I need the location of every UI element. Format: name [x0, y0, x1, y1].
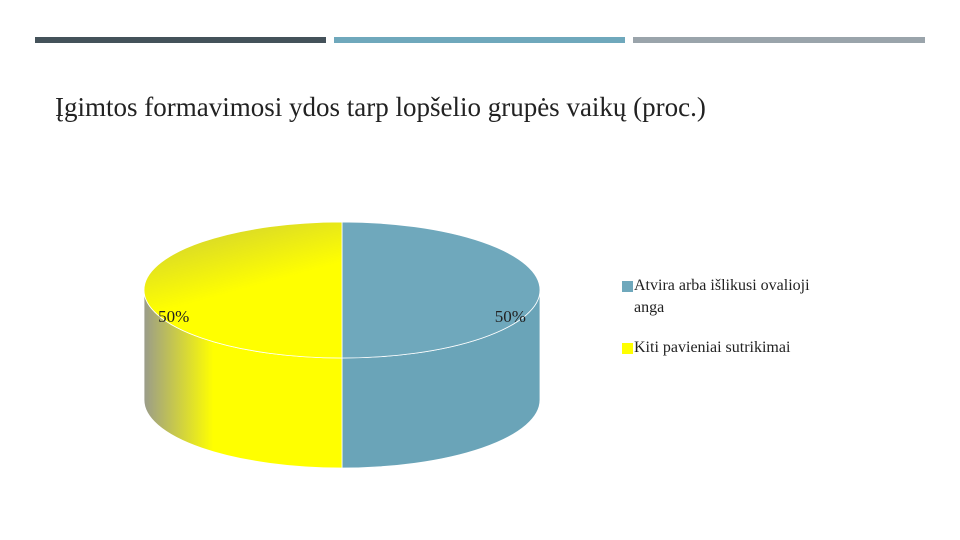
pie-slice [341, 221, 541, 359]
legend-swatch [622, 281, 633, 292]
legend-item: Atvira arba išlikusi ovalioji anga [622, 275, 842, 319]
data-label: 50% [495, 307, 526, 326]
legend-item: Kiti pavieniai sutrikimai [622, 337, 842, 359]
chart-title: Įgimtos formavimosi ydos tarp lopšelio g… [55, 92, 706, 122]
pie: 50% 50% [143, 221, 541, 469]
legend-label: Kiti pavieniai sutrikimai [634, 339, 791, 356]
top-bar [35, 37, 326, 43]
legend-label: Atvira arba išlikusi ovalioji anga [634, 277, 810, 316]
legend-swatch [622, 343, 633, 354]
top-bar [334, 37, 625, 43]
pie-slice [143, 221, 343, 359]
data-label: 50% [158, 307, 189, 326]
legend: Atvira arba išlikusi ovalioji anga Kiti p… [622, 275, 842, 377]
top-bar [633, 37, 925, 43]
